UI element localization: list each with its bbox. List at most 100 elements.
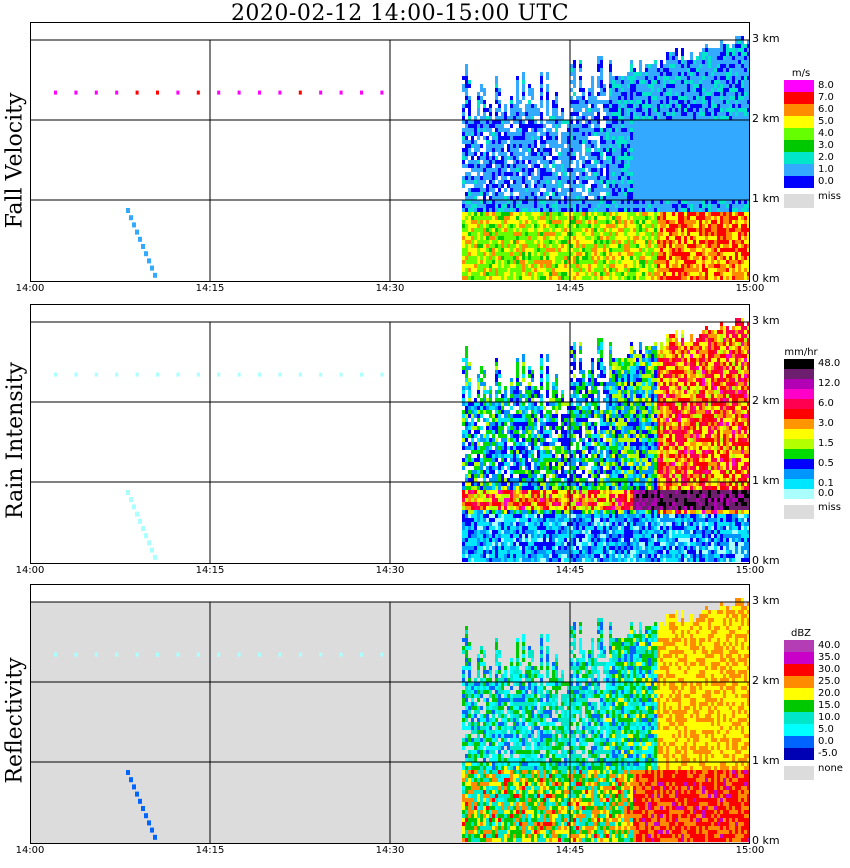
legend-swatch (784, 399, 814, 409)
x-tick-label: 14:00 (15, 845, 45, 856)
x-tick-label: 14:30 (375, 565, 405, 576)
x-tick-label: 14:15 (195, 283, 225, 294)
legend-level-label: 6.0 (818, 398, 834, 409)
x-tick-label: 14:15 (195, 565, 225, 576)
legend-swatch (784, 439, 814, 449)
legend-level-label: 15.0 (818, 700, 841, 711)
x-tick-label: 15:00 (735, 845, 765, 856)
legend-swatch (784, 469, 814, 479)
fall-velocity-plot (30, 22, 750, 282)
y-tick-label: 3 km (752, 594, 780, 607)
heatmap-cells (54, 36, 750, 280)
chart-title: 2020-02-12 14:00-15:00 UTC (230, 1, 570, 26)
legend-unit: dBZ (790, 628, 812, 639)
grid-lines (30, 321, 750, 564)
legend-level-label: 2.0 (818, 152, 834, 163)
legend-swatch (784, 700, 814, 712)
legend-level-label: 48.0 (818, 358, 841, 369)
x-tick-label: 15:00 (735, 283, 765, 294)
x-tick-label: 14:45 (555, 845, 585, 856)
fall-velocity-legend: m/s 8.0 7.0 6.0 5.0 4.0 3.0 2.0 1.0 0.0 miss (784, 68, 850, 228)
legend-swatch (784, 389, 814, 399)
legend-swatch (784, 479, 814, 489)
x-tick-label: 14:00 (15, 565, 45, 576)
legend-swatch (784, 712, 814, 724)
y-tick-label: 1 km (752, 474, 780, 487)
panel-label-fall-velocity: Fall Velocity (2, 92, 28, 228)
y-tick-label: 0 km (752, 834, 780, 847)
legend-level-label: 1.0 (818, 164, 834, 175)
legend-swatch (784, 459, 814, 469)
reflectivity-legend: dBZ 40.0 35.0 30.0 25.0 20.0 15.0 10.0 5.0 0.0 -5.… (784, 628, 850, 788)
x-tick-label: 15:00 (735, 565, 765, 576)
legend-level-label: 4.0 (818, 128, 834, 139)
legend-swatch (784, 359, 814, 369)
legend-level-label: 20.0 (818, 688, 841, 699)
legend-missing-swatch (784, 505, 814, 519)
legend-swatch (784, 80, 814, 92)
legend-level-label: -5.0 (818, 748, 838, 759)
legend-swatch (784, 104, 814, 116)
x-tick-label: 14:30 (375, 845, 405, 856)
legend-swatch (784, 449, 814, 459)
legend-swatch (784, 664, 814, 676)
y-tick-label: 2 km (752, 394, 780, 407)
legend-swatch (784, 688, 814, 700)
y-tick-label: 0 km (752, 272, 780, 285)
legend-swatch (784, 429, 814, 439)
y-tick-label: 3 km (752, 32, 780, 45)
legend-swatch (784, 676, 814, 688)
legend-missing-label: miss (818, 502, 841, 513)
heatmap-cells (54, 318, 750, 562)
legend-level-label: 35.0 (818, 652, 841, 663)
legend-level-label: 3.0 (818, 140, 834, 151)
rain-intensity-legend: mm/hr 48.0 12.0 6.0 3.0 1.5 0.5 0.1 0.0 miss (784, 347, 850, 519)
x-tick-label: 14:30 (375, 283, 405, 294)
reflectivity-plot (30, 584, 750, 844)
legend-unit: m/s (791, 68, 811, 79)
legend-level-label: 0.1 (818, 478, 834, 489)
x-tick-label: 14:45 (555, 283, 585, 294)
y-tick-label: 0 km (752, 554, 780, 567)
legend-level-label: 3.0 (818, 418, 834, 429)
legend-missing-label: miss (818, 191, 841, 202)
legend-unit: mm/hr (784, 347, 818, 358)
plot-frame (30, 304, 750, 564)
y-tick-label: 2 km (752, 674, 780, 687)
legend-swatch (784, 92, 814, 104)
rain-intensity-plot (30, 304, 750, 564)
legend-swatch (784, 640, 814, 652)
legend-level-label: 30.0 (818, 664, 841, 675)
legend-level-label: 25.0 (818, 676, 841, 687)
legend-level-label: 1.5 (818, 438, 834, 449)
legend-swatch (784, 116, 814, 128)
legend-swatch (784, 128, 814, 140)
legend-missing-swatch (784, 194, 814, 208)
legend-swatch (784, 409, 814, 419)
legend-missing-label: none (818, 763, 843, 774)
legend-level-label: 0.0 (818, 736, 834, 747)
panel-label-rain-intensity: Rain Intensity (2, 361, 28, 519)
legend-level-label: 0.0 (818, 176, 834, 187)
legend-level-label: 7.0 (818, 92, 834, 103)
legend-level-label: 10.0 (818, 712, 841, 723)
legend-level-label: 6.0 (818, 104, 834, 115)
legend-swatch (784, 724, 814, 736)
legend-level-label: 0.5 (818, 458, 834, 469)
legend-swatch (784, 152, 814, 164)
x-tick-label: 14:45 (555, 565, 585, 576)
legend-swatch (784, 369, 814, 379)
legend-swatch (784, 652, 814, 664)
panel-label-reflectivity: Reflectivity (2, 656, 28, 784)
legend-level-label: 5.0 (818, 116, 834, 127)
legend-swatch (784, 736, 814, 748)
legend-missing-swatch (784, 766, 814, 780)
legend-level-label: 8.0 (818, 80, 834, 91)
legend-level-label: 5.0 (818, 724, 834, 735)
legend-swatch (784, 419, 814, 429)
plot-frame (30, 584, 750, 844)
legend-level-label: 40.0 (818, 640, 841, 651)
legend-swatch (784, 164, 814, 176)
plot-frame (30, 22, 750, 282)
x-tick-label: 14:15 (195, 845, 225, 856)
